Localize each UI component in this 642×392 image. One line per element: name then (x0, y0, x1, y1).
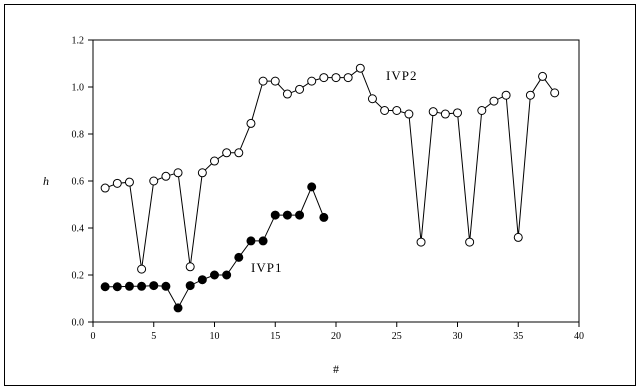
data-point-ivp2 (149, 176, 159, 186)
data-point-ivp2 (453, 108, 462, 118)
data-point-ivp2 (161, 171, 171, 181)
data-point-ivp2 (319, 73, 329, 83)
data-point-ivp2 (234, 148, 244, 158)
data-point-ivp1 (234, 252, 244, 262)
data-point-ivp2 (440, 109, 450, 119)
data-point-ivp2 (307, 76, 317, 86)
x-tick-label: 35 (513, 331, 523, 342)
data-point-ivp2 (428, 107, 438, 117)
series-ivp2 (100, 63, 560, 274)
data-point-ivp2 (173, 168, 183, 178)
data-point-ivp2 (416, 237, 426, 247)
data-point-ivp2 (331, 73, 341, 83)
data-point-ivp2 (404, 109, 414, 119)
data-point-ivp1 (246, 236, 256, 246)
x-tick-label: 40 (574, 331, 584, 342)
data-point-ivp2 (185, 262, 195, 272)
y-axis-label: h (43, 174, 49, 188)
data-point-ivp1 (258, 236, 268, 246)
x-tick-label: 0 (91, 331, 96, 342)
data-point-ivp1 (124, 281, 134, 291)
plot-area (92, 39, 580, 323)
y-tick-label: 0.4 (72, 224, 85, 235)
data-point-ivp2 (525, 90, 535, 100)
data-point-ivp1 (295, 210, 305, 220)
data-point-ivp2 (270, 76, 280, 86)
data-point-ivp2 (343, 73, 353, 83)
data-point-ivp1 (100, 282, 110, 292)
x-tick-label: 5 (151, 331, 156, 342)
data-point-ivp1 (173, 303, 183, 313)
series-label-ivp1: IVP1 (251, 260, 282, 275)
data-point-ivp1 (222, 270, 232, 280)
y-tick-label: 0.6 (72, 177, 85, 188)
x-tick-label: 20 (331, 331, 341, 342)
data-point-ivp2 (355, 63, 365, 73)
series-line-ivp1 (105, 185, 325, 309)
data-point-ivp1 (270, 210, 280, 220)
y-tick-label: 0.2 (72, 271, 85, 282)
x-axis-ticks: 0 5 10 15 20 25 30 35 40 (91, 322, 584, 342)
data-point-ivp2 (100, 183, 110, 193)
data-point-ivp2 (550, 88, 560, 98)
x-tick-label: 15 (270, 331, 280, 342)
data-point-ivp2 (513, 232, 523, 242)
x-tick-label: 25 (392, 331, 402, 342)
y-axis-ticks: 0.0 0.2 0.4 0.6 0.8 1.0 1.2 (72, 36, 93, 329)
data-point-ivp2 (137, 264, 147, 274)
series-label-ivp2: IVP2 (386, 68, 417, 83)
data-point-ivp2 (124, 177, 134, 187)
data-point-ivp2 (501, 90, 511, 100)
data-point-ivp2 (392, 106, 402, 115)
data-point-ivp1 (149, 281, 159, 291)
data-point-ivp2 (465, 237, 475, 247)
data-point-ivp2 (380, 106, 390, 115)
data-point-ivp1 (197, 275, 207, 285)
data-point-ivp2 (282, 89, 292, 99)
series-ivp1 (100, 182, 329, 313)
data-point-ivp2 (258, 76, 268, 86)
data-point-ivp2 (477, 106, 487, 115)
y-tick-label: 1.2 (72, 36, 85, 47)
x-tick-label: 30 (453, 331, 463, 342)
data-point-ivp1 (161, 281, 171, 291)
data-point-ivp2 (367, 94, 377, 104)
data-point-ivp1 (319, 212, 329, 222)
data-point-ivp2 (197, 168, 207, 178)
data-point-ivp2 (538, 71, 548, 81)
series-line-ivp2 (104, 67, 556, 270)
y-tick-label: 0.0 (72, 318, 85, 329)
data-point-ivp1 (137, 281, 147, 291)
x-tick-label: 10 (210, 331, 220, 342)
data-point-ivp2 (246, 118, 256, 128)
data-point-ivp2 (112, 178, 122, 188)
data-point-ivp2 (210, 156, 219, 166)
series-layer (100, 63, 560, 313)
data-point-ivp2 (489, 96, 499, 106)
data-point-ivp1 (185, 281, 195, 291)
data-point-ivp2 (295, 84, 305, 94)
data-point-ivp1 (112, 282, 122, 292)
data-point-ivp2 (222, 148, 232, 158)
y-tick-label: 1.0 (72, 83, 85, 94)
x-axis-label: # (333, 362, 339, 376)
data-point-ivp1 (282, 210, 292, 220)
data-point-ivp1 (307, 182, 317, 192)
y-tick-label: 0.8 (72, 130, 85, 141)
data-point-ivp1 (210, 270, 219, 280)
